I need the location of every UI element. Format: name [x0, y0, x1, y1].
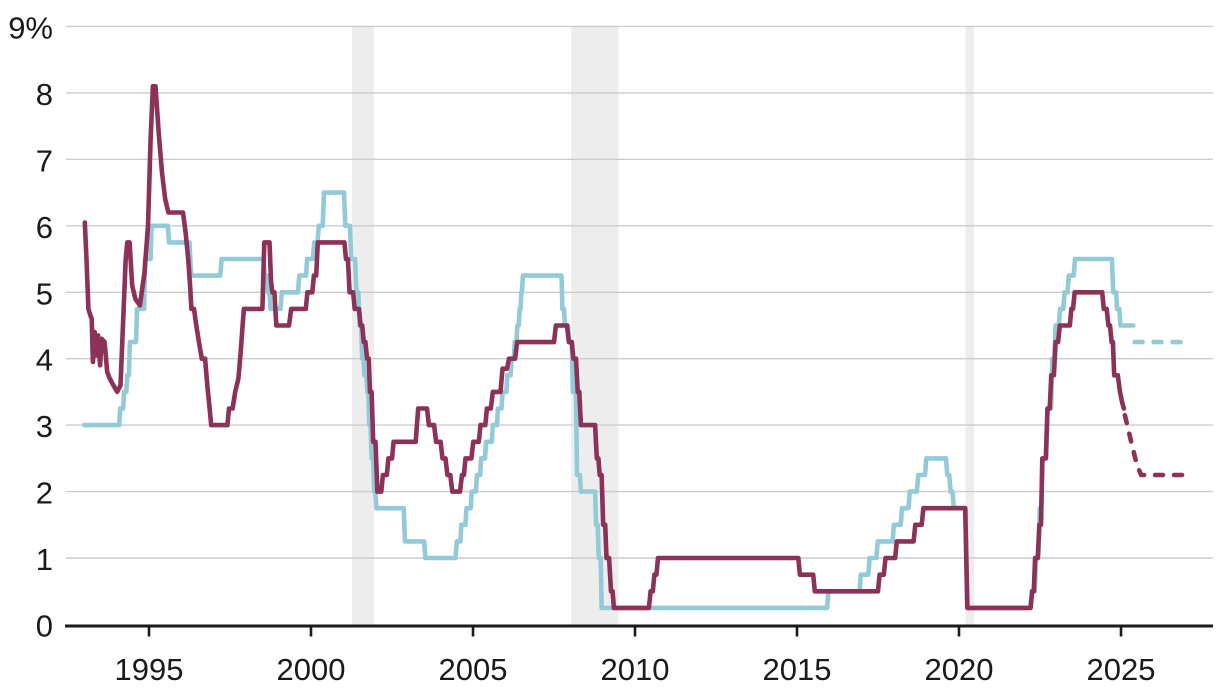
x-axis-label: 1995 [115, 652, 184, 687]
x-axis-label: 2015 [763, 652, 832, 687]
y-axis-label: 8 [36, 77, 53, 112]
x-axis-label: 2025 [1087, 652, 1156, 687]
y-axis-label: 7 [36, 143, 53, 178]
x-axis-label: 2020 [925, 652, 994, 687]
y-axis-label: 6 [36, 210, 53, 245]
y-axis-label: 2 [36, 476, 53, 511]
series-line-dark-maroon-projection [1122, 412, 1193, 478]
recession-band [965, 26, 975, 625]
y-axis-label: 3 [36, 409, 53, 444]
x-axis-label: 2005 [439, 652, 508, 687]
recession-band [571, 26, 619, 625]
series-line-dark-maroon-solid [82, 84, 1127, 611]
x-axis-label: 2010 [601, 652, 670, 687]
y-axis-label: 0 [36, 609, 53, 644]
y-axis-label: 5 [36, 276, 53, 311]
y-axis-label: 9% [8, 10, 53, 45]
y-axis-label: 1 [36, 542, 53, 577]
x-axis-label: 2000 [277, 652, 346, 687]
y-axis-label: 4 [36, 343, 53, 378]
